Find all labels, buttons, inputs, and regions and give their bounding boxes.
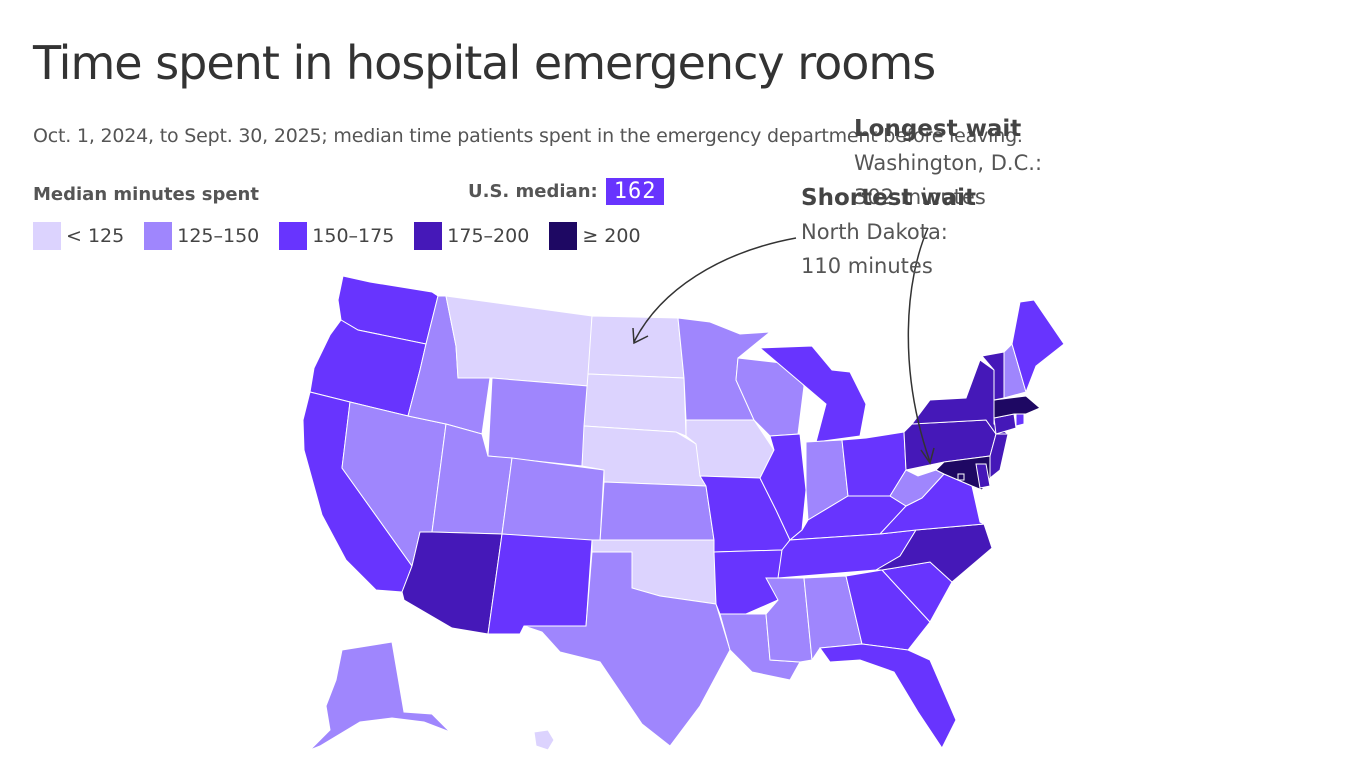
state-NC [874,523,993,583]
legend-swatch [144,222,173,250]
chart-title: Time spent in hospital emergency rooms [33,36,936,90]
state-AK [309,641,451,751]
legend-swatch [549,222,578,250]
state-MI [758,345,867,443]
legend-item-lt125: < 125 [33,222,124,250]
legend-label: 125–150 [177,225,260,247]
state-MT [445,295,593,387]
longest-wait-annotation: Longest wait Washington, D.C.: 302 minut… [854,112,1042,214]
legend-item-125-150: 125–150 [144,222,259,250]
legend-swatch [279,222,308,250]
longest-arrowhead [920,447,935,465]
us-median-label: U.S. median: [468,181,598,202]
state-HI [533,729,555,751]
chart-subtitle: Oct. 1, 2024, to Sept. 30, 2025; median … [33,125,1023,147]
longest-wait-place: Washington, D.C.: [854,151,1043,175]
state-NM [487,533,593,635]
state-KS [599,481,715,543]
state-VT [981,351,1005,401]
legend-label: 150–175 [312,225,395,247]
legend-item-150-175: 150–175 [279,222,394,250]
us-median: U.S. median: 162 [468,178,665,205]
longest-wait-value: 302 minutes [854,185,986,209]
shortest-wait-title: Shortest wait [801,185,977,211]
shortest-arrowhead [632,327,649,345]
shortest-wait-annotation: Shortest wait North Dakota: 110 minutes [801,181,976,283]
shortest-arrow [633,237,797,343]
state-ND [587,315,685,379]
state-MA [993,395,1041,419]
legend-swatch [33,222,61,250]
state-CO [501,457,605,543]
state-WY [487,377,589,467]
legend: < 125 125–150 150–175 175–200 ≥ 200 [33,222,661,250]
legend-label: 175–200 [447,225,530,247]
legend-label: < 125 [66,225,125,247]
legend-title: Median minutes spent [33,184,259,205]
state-FL [819,643,957,749]
longest-arrow [907,227,931,463]
us-median-value: 162 [605,178,665,205]
state-IA [685,419,775,479]
legend-swatch [414,222,443,250]
legend-label: ≥ 200 [582,225,641,247]
state-ME [1011,299,1065,394]
state-GA [845,569,931,651]
state-AZ [401,531,503,635]
shortest-wait-place: North Dakota: [801,220,948,244]
state-DC [957,473,965,481]
state-shapes [302,275,1065,751]
state-SD [583,373,687,437]
state-TX [523,551,731,747]
shortest-wait-value: 110 minutes [801,254,933,278]
legend-item-ge200: ≥ 200 [549,222,641,250]
legend-item-175-200: 175–200 [414,222,529,250]
state-DE [975,463,991,489]
longest-wait-title: Longest wait [854,116,1022,142]
